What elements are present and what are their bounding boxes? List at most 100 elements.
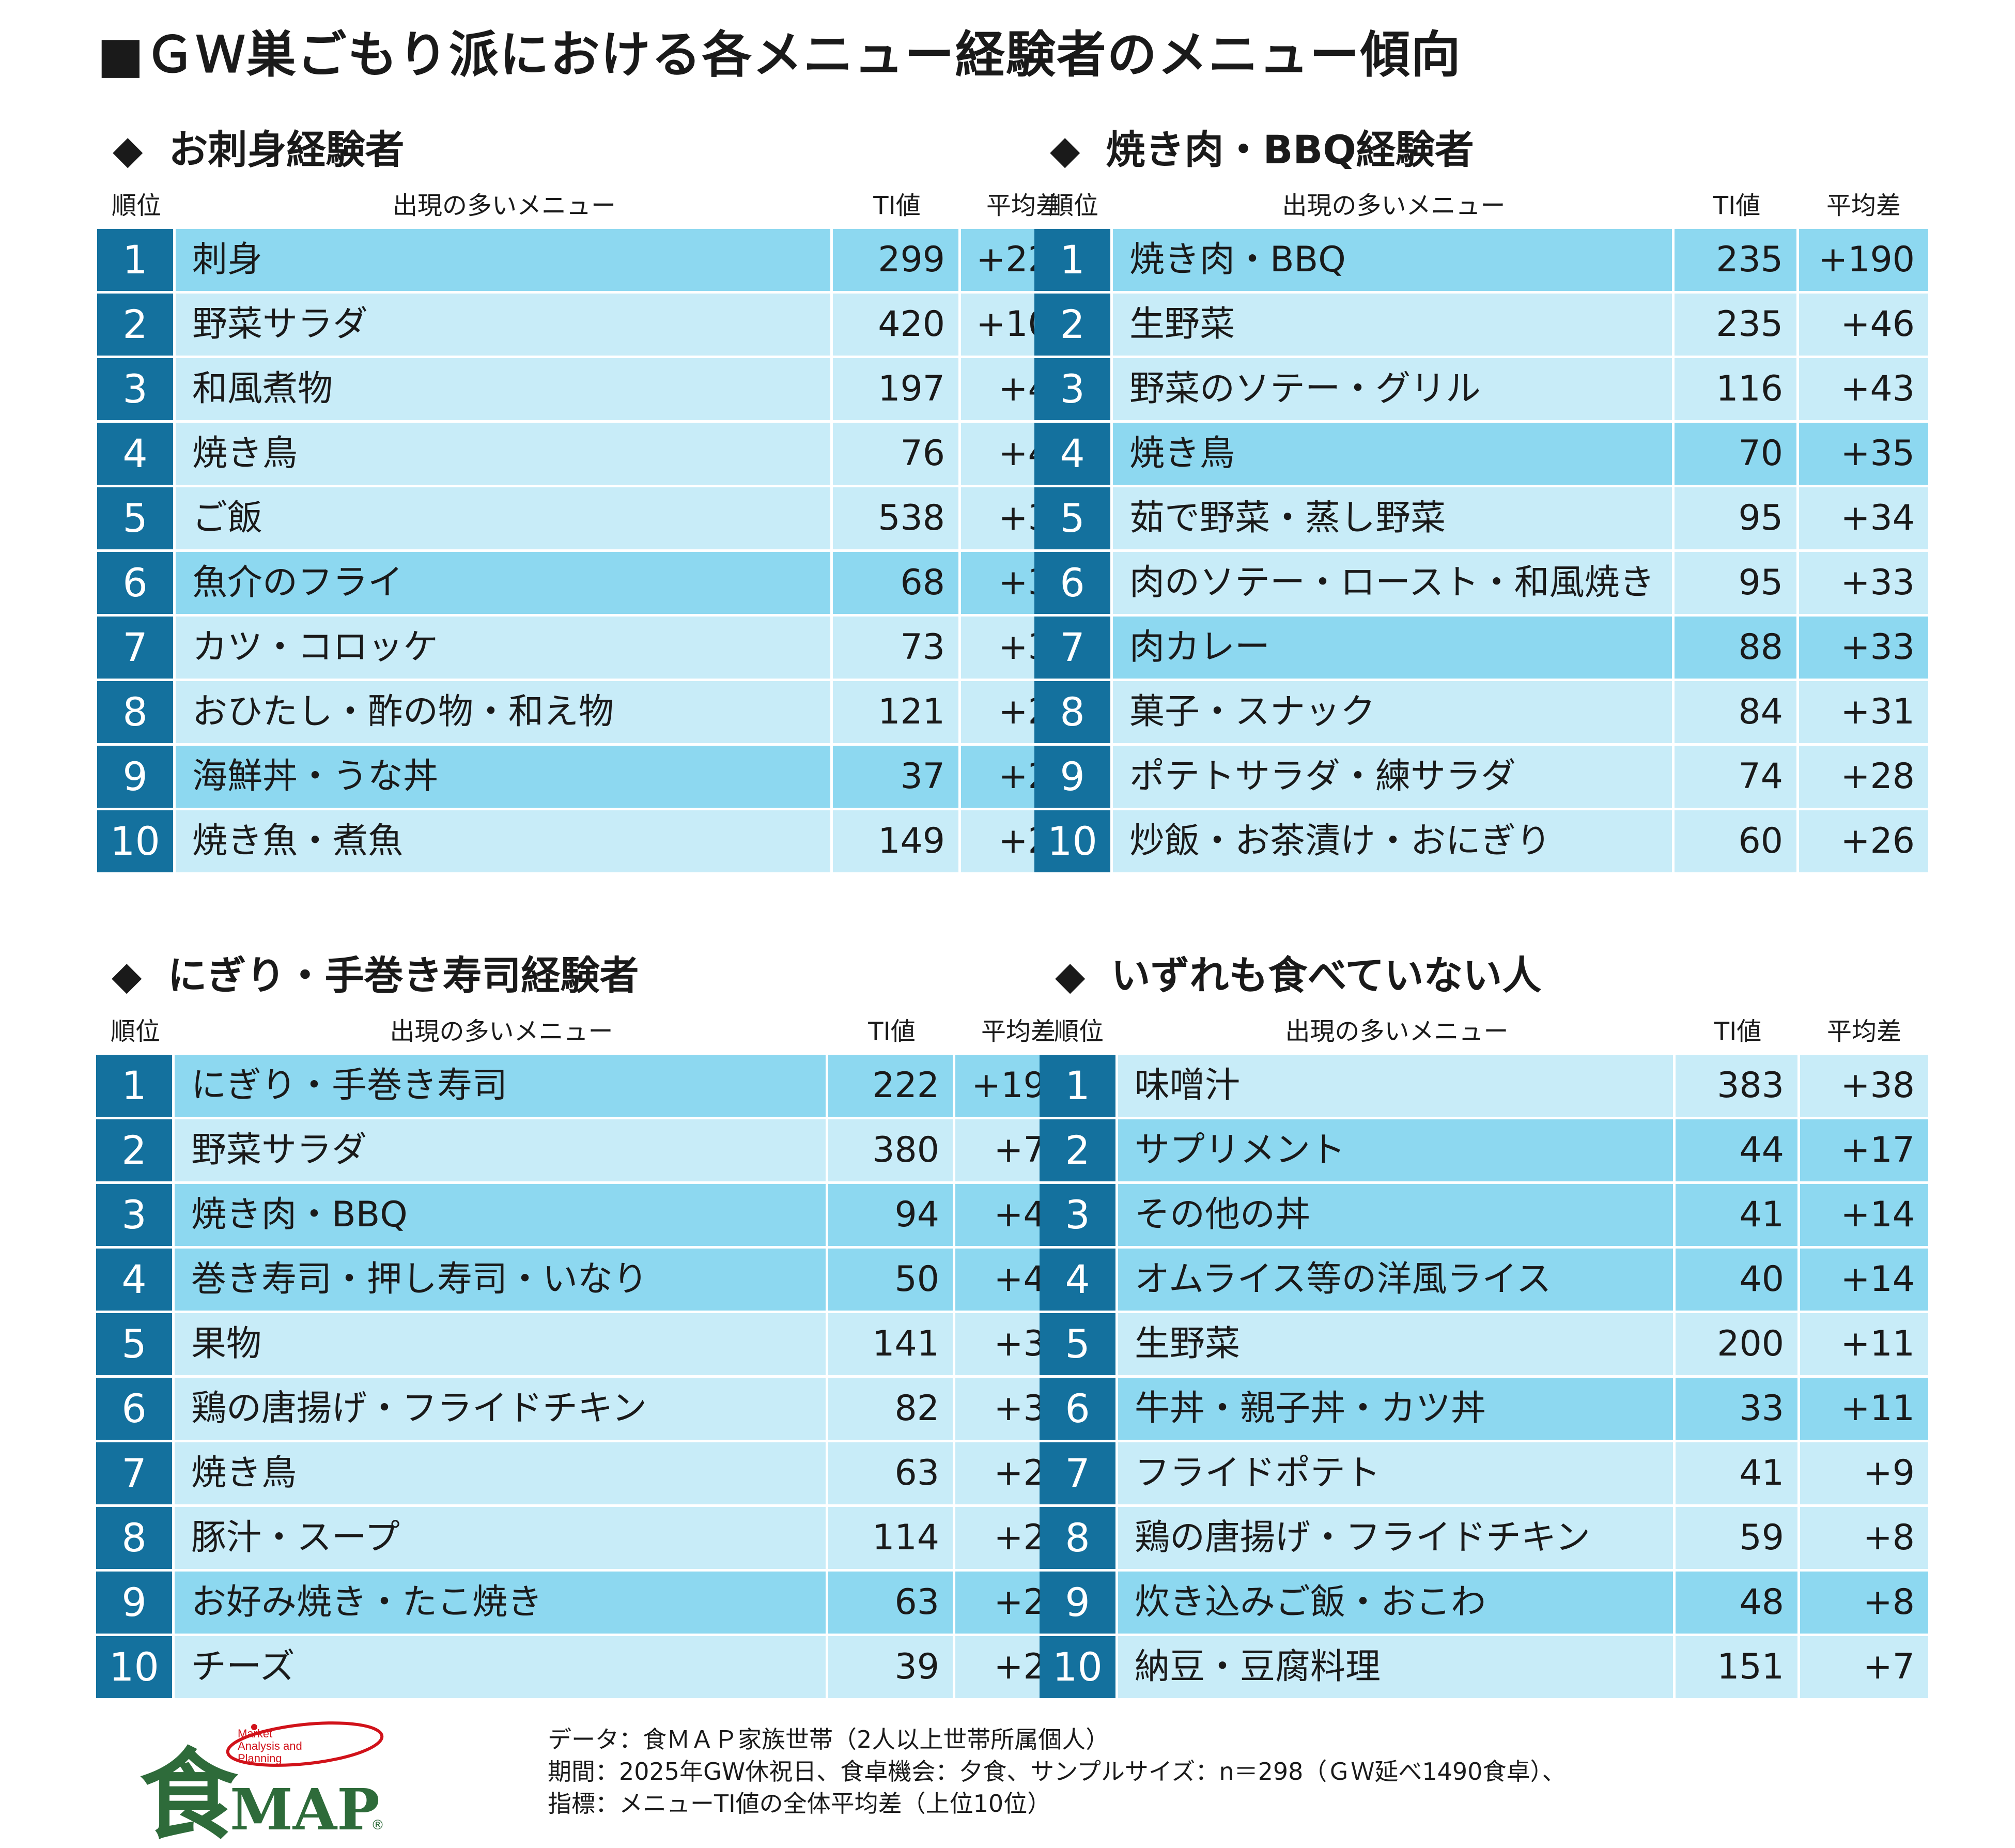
section-heading: ◆ 焼き肉・BBQ経験者 bbox=[1050, 118, 1474, 175]
column-header-menu: 出現の多いメニュー bbox=[392, 191, 616, 220]
menu-cell: 野菜のソテー・グリル bbox=[1113, 358, 1672, 420]
ti-value-cell: 76 bbox=[833, 423, 958, 485]
logo-swoosh bbox=[226, 1721, 384, 1767]
column-header-diff: 平均差 bbox=[986, 191, 1061, 220]
logo-dot bbox=[251, 1724, 257, 1730]
diff-value-cell: +11 bbox=[1800, 1313, 1928, 1375]
rank-cell: 4 bbox=[1040, 1249, 1115, 1311]
table-row: 4 焼き鳥 70 +35 bbox=[1034, 423, 1928, 485]
section-sushi: ◆ にぎり・手巻き寿司経験者 順位 出現の多いメニュー TI値 平均差 1 にぎり・手巻き寿司… bbox=[96, 944, 1081, 1719]
diff-value-cell: +8 bbox=[1800, 1572, 1928, 1634]
ti-value-cell: 73 bbox=[833, 617, 958, 679]
table-row: 9 ポテトサラダ・練サラダ 74 +28 bbox=[1034, 746, 1928, 808]
rank-cell: 7 bbox=[96, 1442, 172, 1504]
rank-cell: 5 bbox=[1040, 1313, 1115, 1375]
rank-cell: 6 bbox=[97, 552, 173, 614]
menu-cell: 焼き魚・煮魚 bbox=[176, 810, 830, 872]
menu-cell: ポテトサラダ・練サラダ bbox=[1113, 746, 1672, 808]
table-row: 1 刺身 299 +227 bbox=[97, 229, 1086, 291]
menu-cell: 鶏の唐揚げ・フライドチキン bbox=[175, 1378, 826, 1440]
footer-period: 期間：2025年GW休祝日、食卓機会：夕食、サンプルサイズ：n＝298（ＧＷ延べ… bbox=[548, 1758, 1566, 1785]
shokumap-logo: 食 MAP ® Market Analysis and Planning bbox=[140, 1721, 384, 1840]
menu-cell: 刺身 bbox=[176, 229, 830, 291]
logo-tagline-3: Planning bbox=[238, 1752, 282, 1765]
ti-value-cell: 222 bbox=[828, 1055, 953, 1117]
rank-cell: 10 bbox=[96, 1636, 172, 1698]
menu-cell: 焼き肉・BBQ bbox=[175, 1184, 826, 1246]
diamond-bullet-icon: ◆ bbox=[1055, 952, 1086, 998]
ti-value-cell: 39 bbox=[828, 1636, 953, 1698]
column-header-rank: 順位 bbox=[1049, 191, 1099, 220]
rank-cell: 10 bbox=[1040, 1636, 1115, 1698]
ti-value-cell: 63 bbox=[828, 1442, 953, 1504]
ti-value-cell: 235 bbox=[1675, 294, 1796, 356]
ti-value-cell: 420 bbox=[833, 294, 958, 356]
column-header-diff: 平均差 bbox=[1826, 1017, 1901, 1046]
ti-value-cell: 82 bbox=[828, 1378, 953, 1440]
footer-indicator: 指標：メニューTI値の全体平均差（上位10位） bbox=[548, 1790, 1051, 1818]
column-header-rank: 順位 bbox=[111, 1017, 161, 1046]
rank-cell: 1 bbox=[96, 1055, 172, 1117]
rank-cell: 9 bbox=[96, 1572, 172, 1634]
diff-value-cell: +17 bbox=[1800, 1119, 1928, 1181]
diff-value-cell: +11 bbox=[1800, 1378, 1928, 1440]
column-header-rank: 順位 bbox=[112, 191, 162, 220]
ti-value-cell: 60 bbox=[1675, 810, 1796, 872]
menu-cell: 茹で野菜・蒸し野菜 bbox=[1113, 487, 1672, 549]
ti-value-cell: 44 bbox=[1676, 1119, 1797, 1181]
column-header-diff: 平均差 bbox=[1826, 191, 1901, 220]
logo-kanji: 食 bbox=[140, 1737, 239, 1840]
rank-cell: 5 bbox=[96, 1313, 172, 1375]
table-row: 6 肉のソテー・ロースト・和風焼き 95 +33 bbox=[1034, 552, 1928, 614]
ti-value-cell: 235 bbox=[1675, 229, 1796, 291]
diff-value-cell: +7 bbox=[1800, 1636, 1928, 1698]
table-row: 10 炒飯・お茶漬け・おにぎり 60 +26 bbox=[1034, 810, 1928, 872]
rank-cell: 1 bbox=[1040, 1055, 1115, 1117]
rank-cell: 6 bbox=[1034, 552, 1110, 614]
diff-value-cell: +8 bbox=[1800, 1507, 1928, 1569]
table-row: 4 巻き寿司・押し寿司・いなり 50 +43 bbox=[96, 1249, 1081, 1311]
ti-value-cell: 538 bbox=[833, 487, 958, 549]
ti-value-cell: 114 bbox=[828, 1507, 953, 1569]
ti-value-cell: 95 bbox=[1675, 487, 1796, 549]
table-row: 3 その他の丼 41 +14 bbox=[1040, 1184, 1928, 1246]
ti-value-cell: 74 bbox=[1675, 746, 1796, 808]
ti-value-cell: 197 bbox=[833, 358, 958, 420]
menu-cell: 野菜サラダ bbox=[175, 1119, 826, 1181]
diff-value-cell: +14 bbox=[1800, 1184, 1928, 1246]
menu-cell: 果物 bbox=[175, 1313, 826, 1375]
menu-cell: 生野菜 bbox=[1113, 294, 1672, 356]
ti-value-cell: 94 bbox=[828, 1184, 953, 1246]
menu-cell: ご飯 bbox=[176, 487, 830, 549]
table-row: 2 野菜サラダ 380 +70 bbox=[96, 1119, 1081, 1181]
ti-value-cell: 95 bbox=[1675, 552, 1796, 614]
section-heading-text: お刺身経験者 bbox=[168, 127, 405, 173]
table-row: 5 生野菜 200 +11 bbox=[1040, 1313, 1928, 1375]
table-row: 8 鶏の唐揚げ・フライドチキン 59 +8 bbox=[1040, 1507, 1928, 1569]
ti-value-cell: 380 bbox=[828, 1119, 953, 1181]
ti-value-cell: 200 bbox=[1676, 1313, 1797, 1375]
column-header-menu: 出現の多いメニュー bbox=[390, 1017, 613, 1046]
diamond-bullet-icon: ◆ bbox=[1050, 127, 1080, 173]
logo-tagline-2: Analysis and bbox=[238, 1739, 302, 1752]
rank-cell: 8 bbox=[96, 1507, 172, 1569]
ti-value-cell: 121 bbox=[833, 681, 958, 743]
ti-value-cell: 41 bbox=[1676, 1184, 1797, 1246]
ti-value-cell: 141 bbox=[828, 1313, 953, 1375]
diff-value-cell: +35 bbox=[1799, 423, 1928, 485]
table-row: 6 牛丼・親子丼・カツ丼 33 +11 bbox=[1040, 1378, 1928, 1440]
rank-cell: 2 bbox=[96, 1119, 172, 1181]
table-row: 9 炊き込みご飯・おこわ 48 +8 bbox=[1040, 1572, 1928, 1634]
menu-cell: 豚汁・スープ bbox=[175, 1507, 826, 1569]
menu-cell: 巻き寿司・押し寿司・いなり bbox=[175, 1249, 826, 1311]
ti-value-cell: 383 bbox=[1676, 1055, 1797, 1117]
menu-cell: 肉のソテー・ロースト・和風焼き bbox=[1113, 552, 1672, 614]
ti-value-cell: 151 bbox=[1676, 1636, 1797, 1698]
menu-cell: 炊き込みご飯・おこわ bbox=[1118, 1572, 1673, 1634]
section-heading-text: にぎり・手巻き寿司経験者 bbox=[167, 952, 639, 998]
